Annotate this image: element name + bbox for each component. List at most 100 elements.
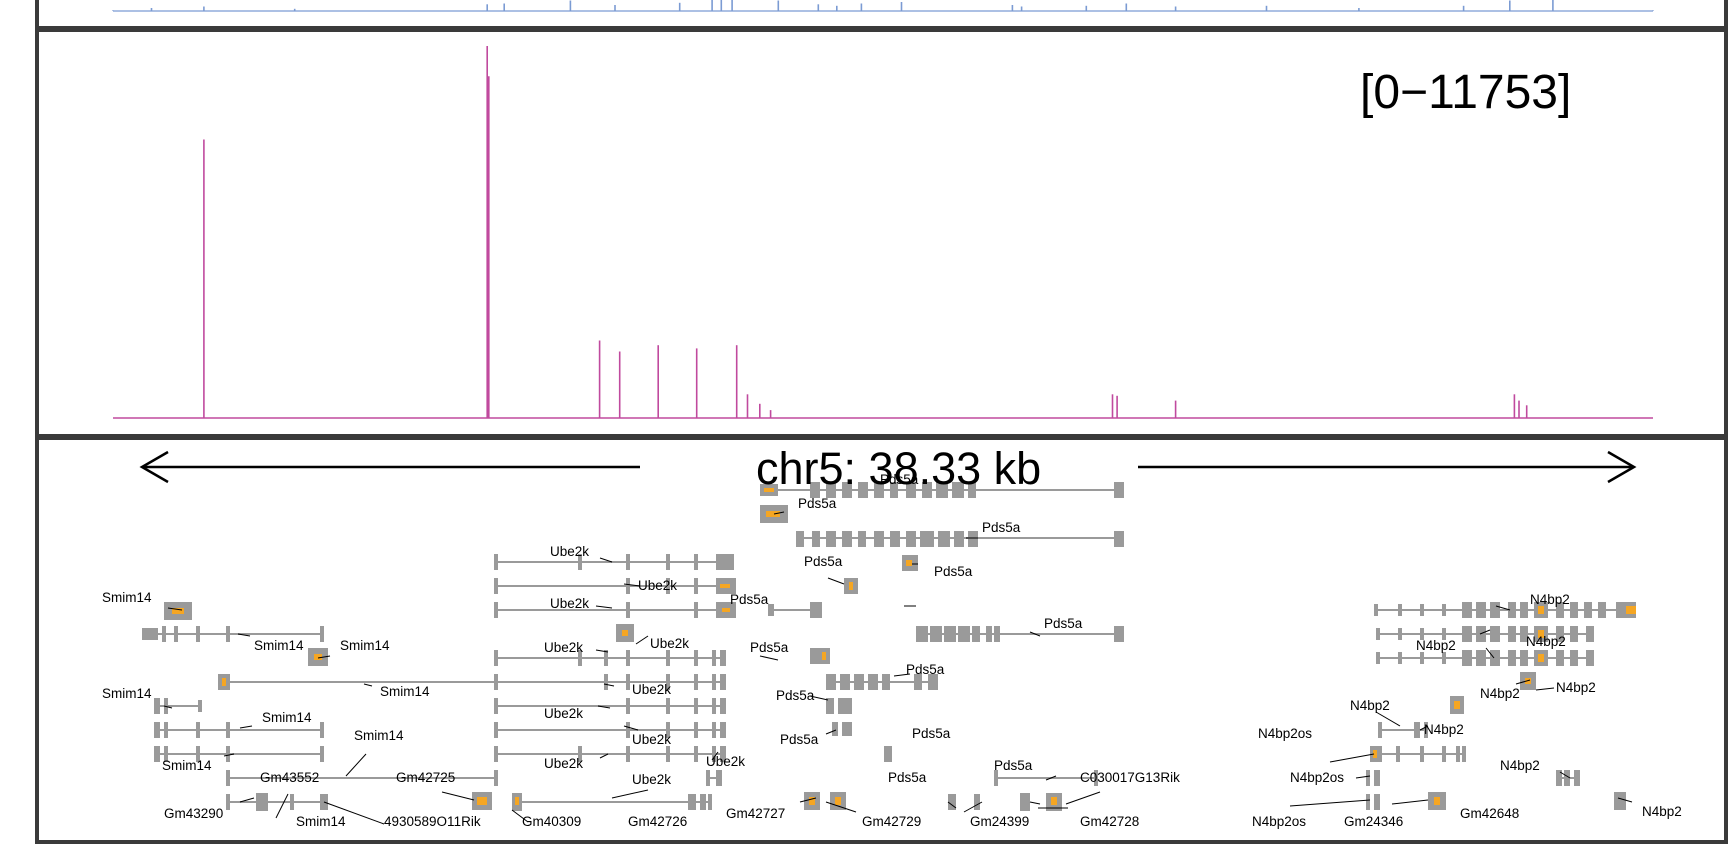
gene-label: Pds5a <box>934 564 973 579</box>
gene-label: Ube2k <box>544 640 583 655</box>
coordinate-ruler <box>139 450 1637 484</box>
blue-coverage-track <box>112 0 1654 12</box>
gene-label: Gm42727 <box>726 806 785 821</box>
gene-model-n4bp2-1 <box>1374 602 1636 618</box>
panel-frames <box>35 0 1728 844</box>
gene-model-ube2k-4 <box>616 624 634 642</box>
gene-label: Ube2k <box>544 706 583 721</box>
gene-label: Pds5a <box>912 726 951 741</box>
gene-label: N4bp2 <box>1480 686 1520 701</box>
gene-label: N4bp2 <box>1416 638 1456 653</box>
gene-label: Smim14 <box>340 638 390 653</box>
gene-model-gm42648 <box>1428 792 1446 810</box>
gene-label: Pds5a <box>776 688 815 703</box>
gene-model-pds5a-4 <box>902 555 918 571</box>
gene-label: Ube2k <box>632 772 671 787</box>
gene-model-smim14-2 <box>142 626 324 642</box>
gene-label: Ube2k <box>550 544 589 559</box>
gene-model-pds5a-8 <box>810 648 830 664</box>
gene-model-pds5a-1 <box>760 482 1124 498</box>
gene-label: Gm24399 <box>970 814 1029 829</box>
gene-model-n4bp2-7 <box>1370 746 1466 762</box>
gene-label: Ube2k <box>706 754 745 769</box>
gene-model-pds5a-5 <box>844 578 858 594</box>
gene-model-n4bp2-6 <box>1378 722 1428 738</box>
gene-model-ube2k-1 <box>494 554 734 570</box>
gene-label: Pds5a <box>906 662 945 677</box>
left-arrow-head <box>139 450 169 484</box>
gene-label: N4bp2os <box>1258 726 1312 741</box>
gene-label: Smim14 <box>162 758 212 773</box>
gene-model-gm42725 <box>472 792 492 810</box>
top-track-frame <box>35 0 1728 30</box>
gene-model-n4bp2-5 <box>1450 696 1464 714</box>
blue-coverage-bars <box>112 0 1654 11</box>
gene-model-pds5a-11 <box>832 722 852 736</box>
gene-model-gm42727 <box>804 792 820 810</box>
gene-label: Smim14 <box>296 814 346 829</box>
gene-label: N4bp2os <box>1252 814 1306 829</box>
gene-label: Gm40309 <box>522 814 581 829</box>
magenta-signal-track: [0−11753] <box>113 46 1653 419</box>
gene-label: Smim14 <box>102 590 152 605</box>
gene-model-n4bp2-2 <box>1376 626 1594 642</box>
gene-model-ube2k-8 <box>494 722 726 738</box>
gene-model-ube2k-3 <box>494 602 736 618</box>
gene-label: Smim14 <box>262 710 312 725</box>
label-leader-lines <box>163 511 1633 825</box>
gene-label: Pds5a <box>804 554 843 569</box>
gene-model-pds5a-3 <box>796 531 1124 547</box>
gene-label: Gm42726 <box>628 814 687 829</box>
data-range-label: [0−11753] <box>1360 66 1571 119</box>
gene-model-smim14-1 <box>164 602 192 620</box>
gene-label: Gm42729 <box>862 814 921 829</box>
gene-label: Pds5a <box>888 770 927 785</box>
gene-model-pds5a-10 <box>826 698 852 714</box>
gene-model-smim14-6 <box>154 746 324 762</box>
gene-label: Pds5a <box>730 592 769 607</box>
gene-model-pds5a-7 <box>916 626 1124 642</box>
gene-model-pds5a-6 <box>768 602 822 618</box>
gene-models <box>142 482 1636 811</box>
gene-model-ube2k-5 <box>494 650 726 666</box>
gene-model-smim14-3 <box>308 648 328 666</box>
gene-model-ube2k-9 <box>494 746 726 762</box>
gene-label: Ube2k <box>638 578 677 593</box>
gene-label: Ube2k <box>544 756 583 771</box>
gene-label: C030017G13Rik <box>1080 770 1180 785</box>
gene-label: Ube2k <box>632 732 671 747</box>
gene-label: Pds5a <box>994 758 1033 773</box>
gene-model-n4bp2os-2 <box>1366 770 1380 786</box>
gene-label: N4bp2 <box>1500 758 1540 773</box>
region-coordinate-label: chr5: 38.33 kb <box>756 443 1041 494</box>
gene-model-gm40309 <box>512 793 712 811</box>
gene-label: Smim14 <box>254 638 304 653</box>
gene-label: Smim14 <box>380 684 430 699</box>
gene-label: Pds5a <box>880 472 919 487</box>
gene-model-ube2k-10 <box>706 770 722 786</box>
gene-label: N4bp2 <box>1424 722 1464 737</box>
gene-label: N4bp2 <box>1556 680 1596 695</box>
gene-label: Ube2k <box>632 682 671 697</box>
gene-label: Smim14 <box>354 728 404 743</box>
gene-model-ube2k-6 <box>218 674 726 690</box>
gene-label: Ube2k <box>550 596 589 611</box>
gene-label: Pds5a <box>798 496 837 511</box>
gene-track-frame <box>35 436 1728 844</box>
gene-label: N4bp2os <box>1290 770 1344 785</box>
gene-label: Pds5a <box>1044 616 1083 631</box>
gene-label: Gm43290 <box>164 806 223 821</box>
gene-label: Gm42648 <box>1460 806 1519 821</box>
gene-label: N4bp2 <box>1350 698 1390 713</box>
gene-model-gm42728 <box>1020 793 1062 811</box>
gene-label: N4bp2 <box>1530 592 1570 607</box>
gene-label: N4bp2 <box>1526 634 1566 649</box>
gene-label: Gm24346 <box>1344 814 1403 829</box>
gene-model-smim14-4 <box>154 698 202 714</box>
gene-label: 4930589O11Rik <box>384 814 481 829</box>
gene-model-ube2k-2 <box>494 578 736 594</box>
gene-model-gm42729 <box>830 792 846 810</box>
gene-label: Ube2k <box>650 636 689 651</box>
gene-label: Gm42728 <box>1080 814 1139 829</box>
